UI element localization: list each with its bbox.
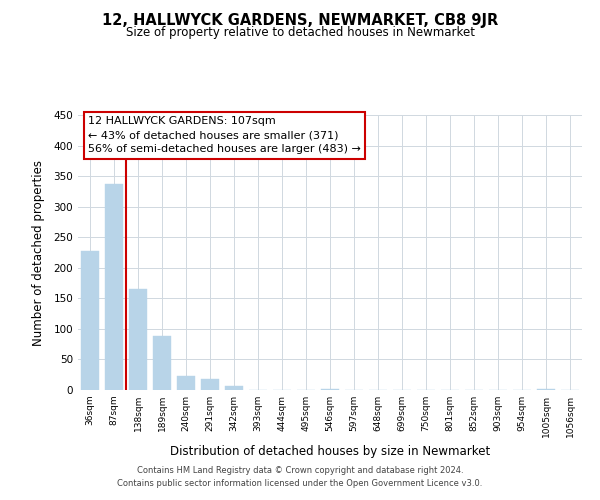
Bar — [177, 376, 195, 390]
Bar — [105, 184, 123, 390]
Text: 12, HALLWYCK GARDENS, NEWMARKET, CB8 9JR: 12, HALLWYCK GARDENS, NEWMARKET, CB8 9JR — [102, 12, 498, 28]
X-axis label: Distribution of detached houses by size in Newmarket: Distribution of detached houses by size … — [170, 446, 490, 458]
Text: 12 HALLWYCK GARDENS: 107sqm
← 43% of detached houses are smaller (371)
56% of se: 12 HALLWYCK GARDENS: 107sqm ← 43% of det… — [88, 116, 361, 154]
Bar — [153, 336, 171, 390]
Bar — [321, 389, 339, 390]
Bar — [81, 250, 99, 390]
Y-axis label: Number of detached properties: Number of detached properties — [32, 160, 45, 346]
Bar — [537, 389, 555, 390]
Bar — [129, 289, 147, 390]
Bar — [225, 386, 243, 390]
Text: Contains HM Land Registry data © Crown copyright and database right 2024.
Contai: Contains HM Land Registry data © Crown c… — [118, 466, 482, 487]
Bar — [201, 379, 219, 390]
Text: Size of property relative to detached houses in Newmarket: Size of property relative to detached ho… — [125, 26, 475, 39]
